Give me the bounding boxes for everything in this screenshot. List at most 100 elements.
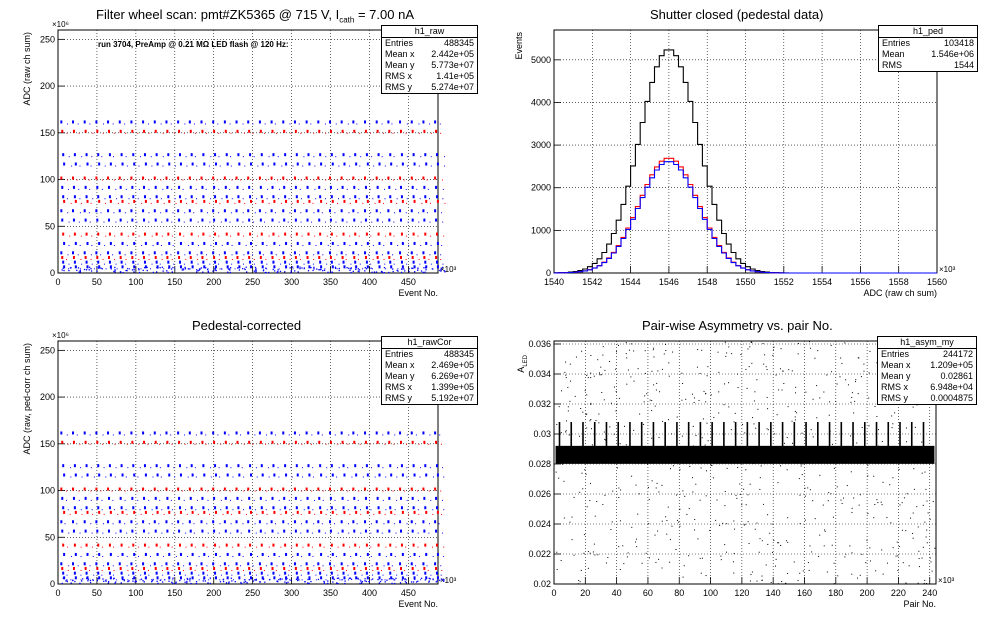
data-point: [397, 268, 399, 270]
stats-name: h1_ped: [879, 26, 977, 38]
data-point: [153, 120, 156, 124]
data-point: [425, 199, 428, 203]
data-point: [594, 515, 596, 517]
data-point: [66, 132, 68, 134]
data-point: [603, 431, 605, 433]
run-annotation: run 3704, PreAmp @ 0.21 MΩ LED flash @ 1…: [98, 40, 289, 49]
data-point: [296, 265, 299, 269]
data-point: [427, 569, 429, 571]
data-point: [320, 199, 323, 203]
data-point: [347, 579, 349, 581]
data-point: [325, 132, 327, 134]
data-point: [432, 578, 434, 580]
data-point: [375, 251, 378, 255]
data-point: [171, 581, 173, 583]
data-point: [311, 532, 313, 534]
data-point: [293, 520, 296, 524]
data-point: [236, 440, 239, 444]
data-point: [132, 464, 135, 468]
data-point: [341, 255, 344, 259]
data-point: [429, 467, 431, 469]
data-point: [76, 269, 78, 272]
data-point: [254, 579, 256, 581]
data-point: [183, 499, 185, 501]
data-point: [149, 490, 151, 492]
data-point: [420, 270, 423, 272]
data-point: [249, 153, 252, 157]
data-point: [86, 473, 89, 477]
data-point: [365, 195, 368, 199]
data-point: [330, 260, 333, 264]
data-point: [283, 566, 286, 570]
data-point: [230, 165, 232, 167]
data-point: [293, 487, 296, 491]
data-point: [124, 254, 126, 256]
data-point: [296, 576, 299, 580]
y-tick-label: 100: [40, 175, 55, 185]
data-point: [223, 520, 226, 524]
data-point: [300, 569, 302, 571]
data-point: [206, 546, 208, 548]
data-point: [81, 156, 83, 158]
data-point: [72, 120, 75, 124]
data-point: [314, 165, 316, 167]
data-point: [443, 579, 445, 581]
data-point: [159, 443, 161, 445]
data-point: [747, 521, 749, 523]
data-point: [439, 434, 441, 436]
data-point: [228, 434, 230, 436]
data-point: [658, 558, 660, 560]
data-point: [765, 366, 767, 368]
data-point: [280, 546, 282, 548]
data-point: [679, 525, 681, 527]
data-point: [772, 349, 774, 351]
data-point: [183, 221, 185, 223]
data-point: [218, 263, 220, 265]
data-point: [218, 235, 220, 237]
data-point: [95, 487, 98, 491]
data-point: [672, 465, 674, 467]
data-point: [369, 123, 371, 125]
data-point: [223, 209, 226, 213]
data-point: [179, 579, 181, 582]
data-point: [808, 569, 810, 571]
data-point: [342, 506, 345, 510]
data-point: [231, 258, 233, 260]
data-point: [162, 165, 164, 167]
data-point: [858, 357, 860, 359]
data-point: [361, 574, 363, 576]
data-point: [186, 513, 188, 515]
data-point: [360, 532, 362, 534]
data-point: [831, 544, 833, 546]
data-point: [193, 123, 195, 125]
stats-name: h1_raw: [382, 26, 477, 38]
data-point: [582, 411, 584, 413]
data-point: [279, 188, 281, 190]
data-point: [400, 496, 402, 500]
data-point: [305, 562, 308, 566]
data-point: [917, 582, 919, 584]
x-axis-label: ADC (raw ch sum): [863, 288, 937, 298]
data-point: [325, 198, 327, 200]
data-point: [389, 543, 392, 547]
x-tick-label: 200: [206, 588, 221, 598]
x-tick-label: 0: [55, 588, 60, 598]
data-point: [342, 571, 345, 575]
data-point: [699, 372, 701, 374]
data-point: [753, 400, 755, 402]
data-point: [172, 212, 174, 214]
data-point: [311, 490, 313, 492]
data-point: [359, 263, 361, 265]
data-point: [235, 487, 238, 491]
data-point: [301, 267, 303, 269]
data-point: [70, 582, 72, 584]
data-point: [751, 362, 753, 364]
data-point: [307, 578, 309, 581]
data-point: [311, 546, 313, 548]
data-point: [237, 543, 240, 547]
data-point: [289, 123, 291, 125]
data-point: [831, 371, 833, 373]
data-point: [364, 218, 367, 222]
data-point: [343, 265, 346, 269]
data-point: [817, 350, 819, 352]
